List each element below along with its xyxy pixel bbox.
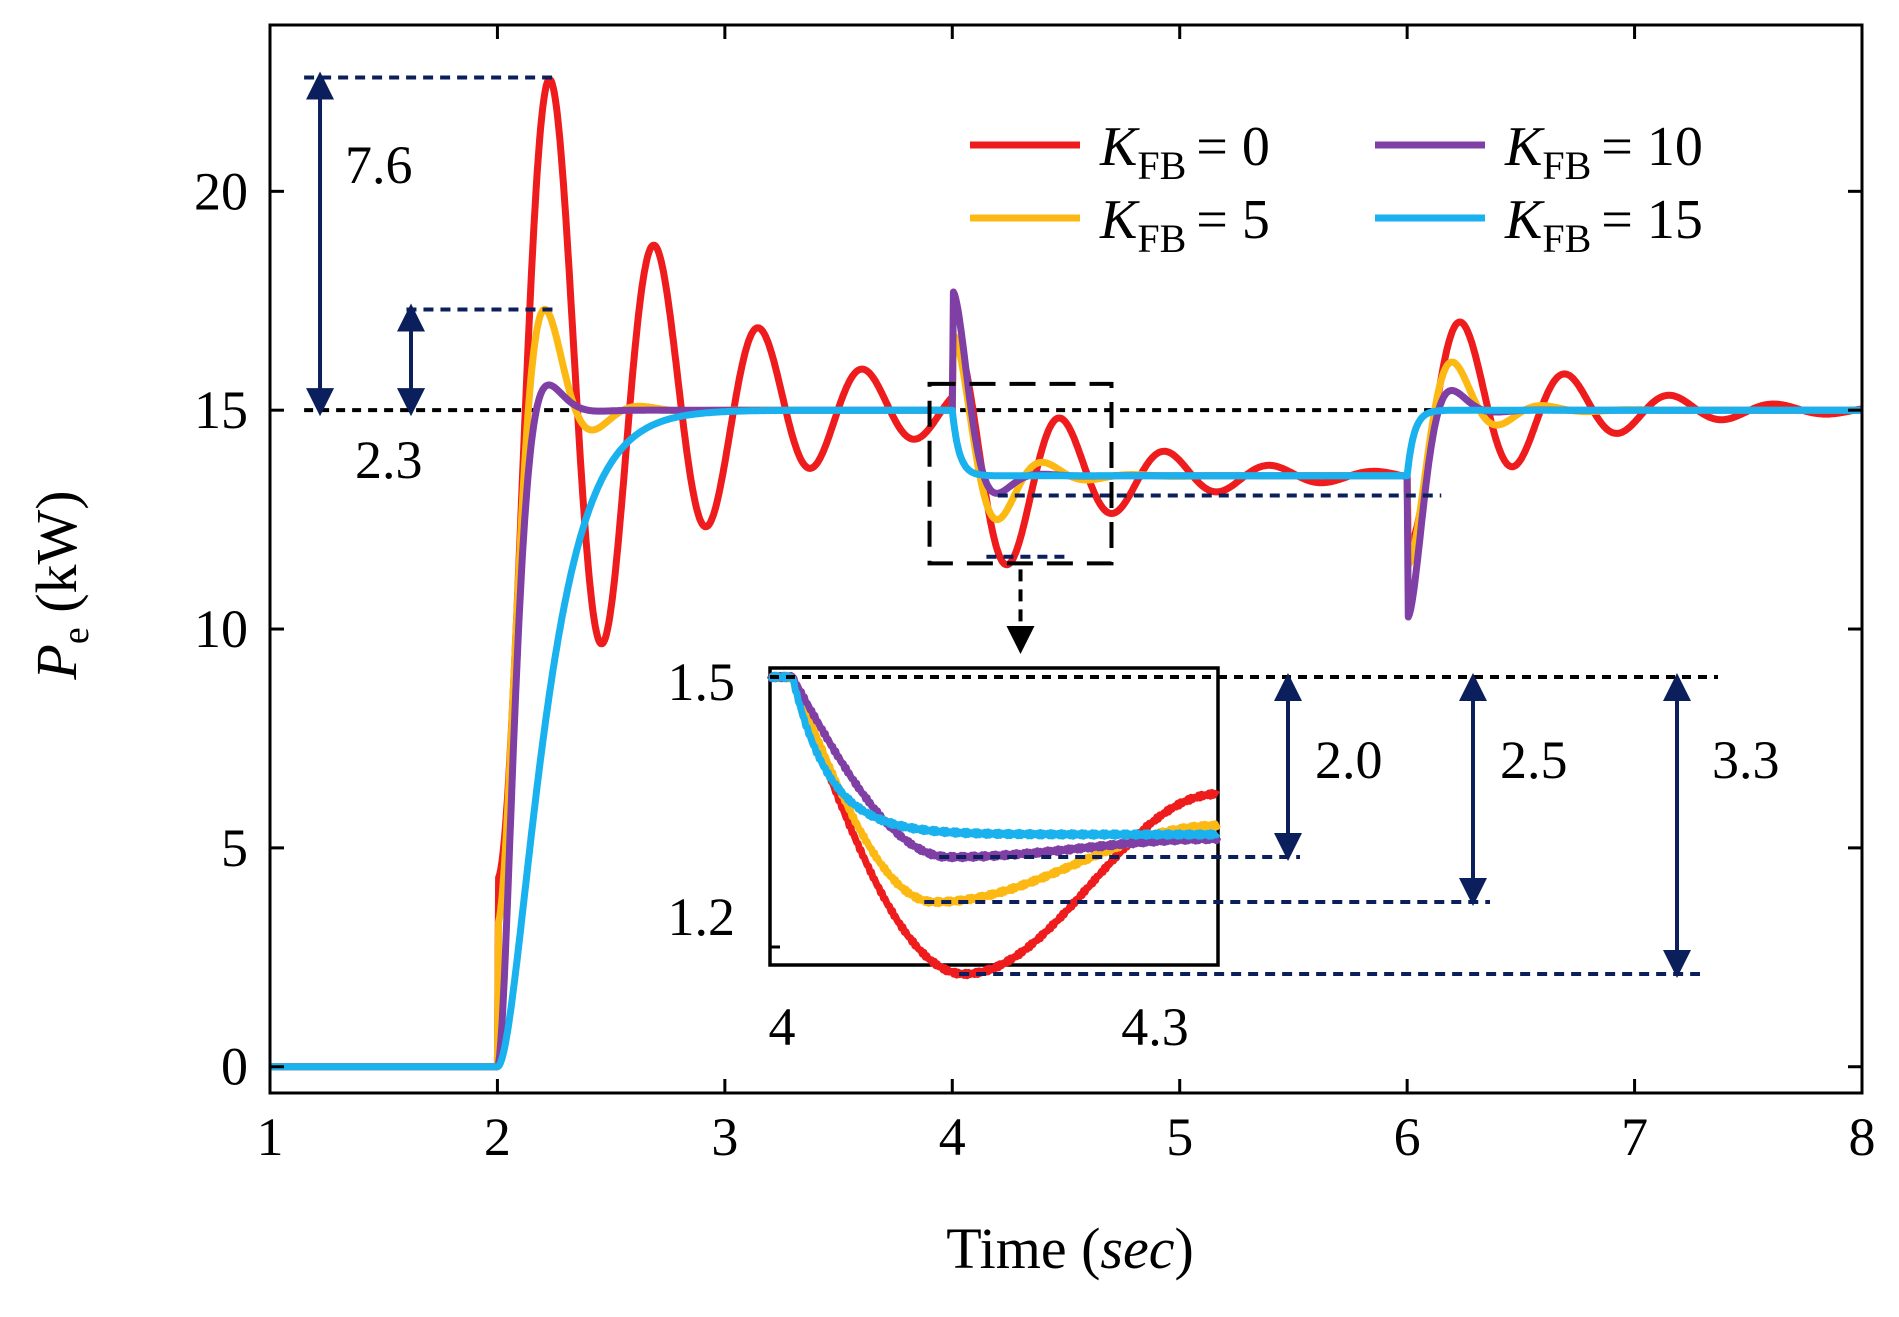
overshoot-label-large: 7.6 (345, 135, 413, 195)
inset-series-kfb0 (768, 671, 1220, 980)
inset-xtick-label-4: 4 (769, 997, 796, 1057)
inset-drop-label-2-5: 2.5 (1500, 730, 1568, 790)
y-tick-label: 0 (221, 1037, 248, 1097)
x-tick-label: 8 (1849, 1107, 1876, 1167)
x-tick-label: 6 (1394, 1107, 1421, 1167)
legend-label-kfb5: KFB = 5 (1099, 189, 1270, 261)
inset-ytick-label-1-2: 1.2 (668, 887, 736, 947)
plot-frame (268, 23, 1864, 1095)
inset-drop-label-2-0: 2.0 (1315, 730, 1383, 790)
series-line-kfb0 (267, 75, 1865, 1071)
x-tick-label: 1 (257, 1107, 284, 1167)
inset-layer (766, 666, 1718, 980)
series-layer (267, 75, 1865, 1071)
y-tick-label: 10 (194, 599, 248, 659)
x-tick-label: 2 (484, 1107, 511, 1167)
x-tick-label: 3 (711, 1107, 738, 1167)
x-tick-label: 5 (1166, 1107, 1193, 1167)
y-axis-title: Pe (kW) (24, 490, 97, 680)
inset-series-kfb15 (767, 671, 1221, 840)
legend-label-kfb15: KFB = 15 (1504, 189, 1703, 261)
x-axis-title: Time (sec) (946, 1216, 1194, 1281)
series-line-kfb15 (267, 406, 1865, 1071)
legend-label-kfb10: KFB = 10 (1504, 116, 1703, 188)
y-tick-label: 5 (221, 818, 248, 878)
legend: KFB = 0 KFB = 5 KFB = 10 KFB = 15 (970, 116, 1703, 261)
y-tick-label: 15 (194, 380, 248, 440)
inset-ytick-label-1-5: 1.5 (668, 652, 736, 712)
x-tick-label: 4 (939, 1107, 966, 1167)
overshoot-label-small: 2.3 (355, 430, 423, 490)
legend-label-kfb0: KFB = 0 (1099, 116, 1270, 188)
annotation-layer (304, 71, 1442, 654)
zoom-box (927, 381, 1114, 566)
y-tick-label: 20 (194, 161, 248, 221)
inset-drop-label-3-3: 3.3 (1712, 730, 1780, 790)
x-tick-label: 7 (1621, 1107, 1648, 1167)
inset-xtick-label-4-3: 4.3 (1121, 997, 1189, 1057)
inset-frame (768, 666, 1220, 967)
